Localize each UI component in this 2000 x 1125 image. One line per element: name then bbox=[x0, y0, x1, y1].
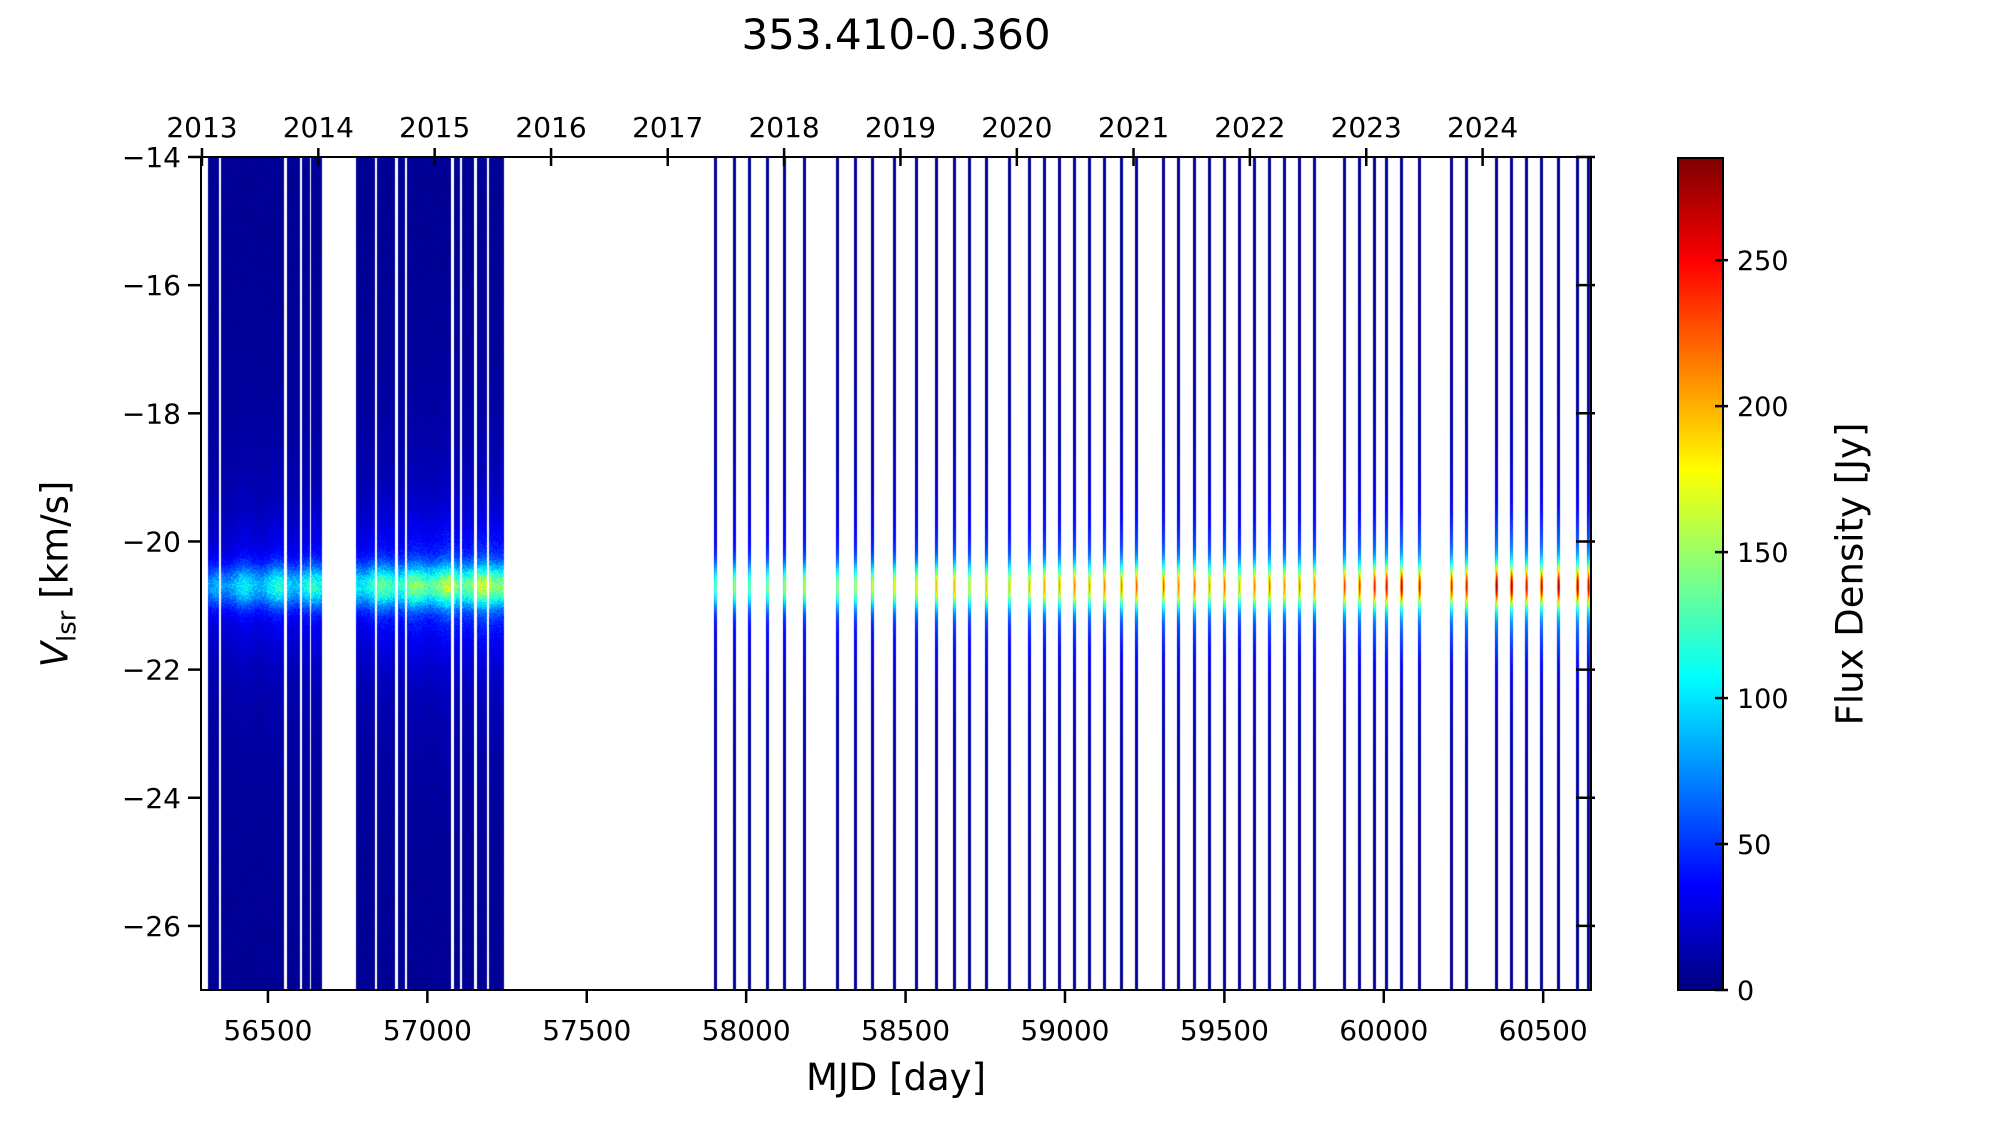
plot-spines bbox=[200, 156, 1592, 991]
x-tick-label-bottom: 57500 bbox=[542, 1014, 631, 1047]
colorbar-tick-label: 50 bbox=[1737, 830, 1771, 861]
heatmap-canvas bbox=[201, 157, 1591, 990]
x-tick-label-bottom: 58500 bbox=[861, 1014, 950, 1047]
x-tick-label-top: 2020 bbox=[981, 111, 1052, 144]
x-tick-label-bottom: 56500 bbox=[223, 1014, 312, 1047]
colorbar-canvas bbox=[1678, 158, 1723, 990]
y-axis-label: Vlsr [km/s] bbox=[34, 481, 83, 668]
x-tick-label-top: 2013 bbox=[166, 111, 237, 144]
x-tick-label-bottom: 60500 bbox=[1499, 1014, 1588, 1047]
x-tick-label-top: 2019 bbox=[865, 111, 936, 144]
x-tick-label-bottom: 57000 bbox=[383, 1014, 472, 1047]
x-tick-label-top: 2018 bbox=[748, 111, 819, 144]
y-tick-label: −24 bbox=[122, 782, 181, 815]
y-tick-label: −18 bbox=[122, 397, 181, 430]
chart-title: 353.410-0.360 bbox=[741, 10, 1051, 59]
x-tick-label-top: 2017 bbox=[632, 111, 703, 144]
x-tick-label-top: 2022 bbox=[1214, 111, 1285, 144]
y-tick-label: −22 bbox=[122, 654, 181, 687]
colorbar-spines bbox=[1677, 157, 1724, 991]
x-tick-label-bottom: 58000 bbox=[702, 1014, 791, 1047]
x-tick-label-top: 2023 bbox=[1331, 111, 1402, 144]
x-tick-label-bottom: 59000 bbox=[1020, 1014, 1109, 1047]
colorbar-tick-label: 250 bbox=[1737, 246, 1789, 277]
x-tick-label-top: 2015 bbox=[399, 111, 470, 144]
x-tick-label-top: 2016 bbox=[515, 111, 586, 144]
x-tick-label-top: 2024 bbox=[1447, 111, 1518, 144]
colorbar-tick-label: 100 bbox=[1737, 684, 1789, 715]
x-tick-label-top: 2021 bbox=[1098, 111, 1169, 144]
x-tick-label-bottom: 60000 bbox=[1339, 1014, 1428, 1047]
y-tick-label: −26 bbox=[122, 910, 181, 943]
y-axis-label-subscript: lsr bbox=[52, 610, 83, 642]
x-tick-label-bottom: 59500 bbox=[1180, 1014, 1269, 1047]
colorbar-label: Flux Density [Jy] bbox=[1828, 422, 1872, 726]
colorbar-tick-label: 200 bbox=[1737, 392, 1789, 423]
colorbar-tick-label: 0 bbox=[1737, 976, 1754, 1007]
y-tick-label: −14 bbox=[122, 141, 181, 174]
y-tick-label: −16 bbox=[122, 269, 181, 302]
y-tick-label: −20 bbox=[122, 525, 181, 558]
y-axis-label-unit: [km/s] bbox=[33, 480, 77, 611]
y-axis-label-symbol: V bbox=[33, 642, 77, 668]
colorbar-tick-label: 150 bbox=[1737, 538, 1789, 569]
x-tick-label-top: 2014 bbox=[283, 111, 354, 144]
x-axis-label: MJD [day] bbox=[805, 1056, 987, 1099]
